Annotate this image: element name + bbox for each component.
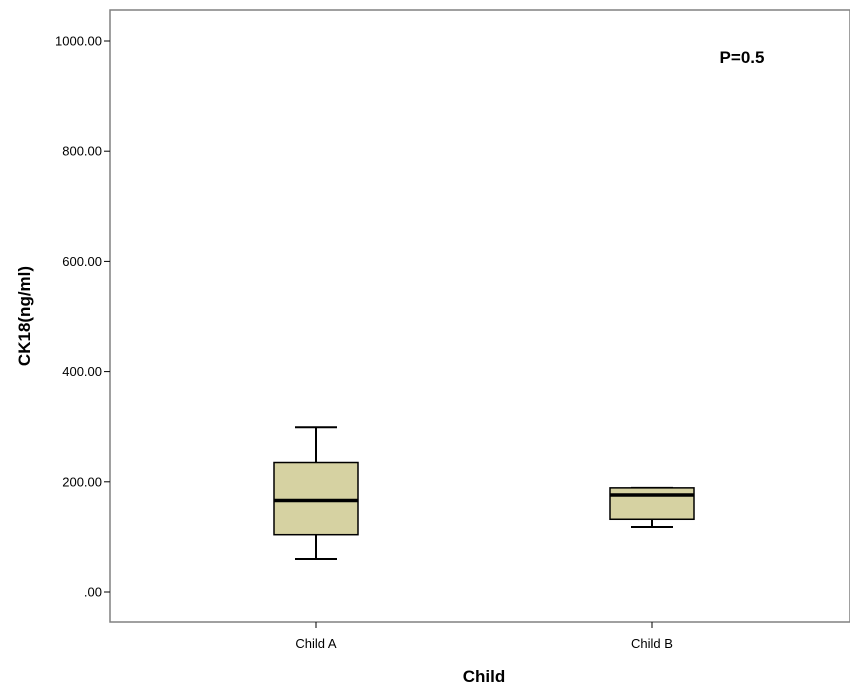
x-tick-label: Child B bbox=[631, 636, 673, 651]
box-child-a bbox=[273, 426, 359, 560]
x-axis: Child A Child B bbox=[295, 622, 673, 651]
y-tick-label: 600.00 bbox=[62, 254, 102, 269]
y-axis-title: CK18(ng/ml) bbox=[15, 266, 34, 366]
x-tick-label: Child A bbox=[295, 636, 337, 651]
y-tick-label: .00 bbox=[84, 585, 102, 600]
y-tick-label: 200.00 bbox=[62, 474, 102, 489]
x-axis-title: Child bbox=[463, 667, 506, 686]
y-axis: .00 200.00 400.00 600.00 800.00 1000.00 bbox=[55, 34, 110, 600]
plot-frame bbox=[109, 9, 850, 623]
p-value-annotation: P=0.5 bbox=[720, 48, 765, 67]
y-tick-label: 400.00 bbox=[62, 364, 102, 379]
y-tick-label: 800.00 bbox=[62, 144, 102, 159]
iqr-box bbox=[609, 487, 695, 521]
box-series bbox=[273, 426, 695, 560]
iqr-box bbox=[273, 461, 359, 536]
box-child-b bbox=[609, 486, 695, 528]
y-tick-label: 1000.00 bbox=[55, 34, 102, 49]
